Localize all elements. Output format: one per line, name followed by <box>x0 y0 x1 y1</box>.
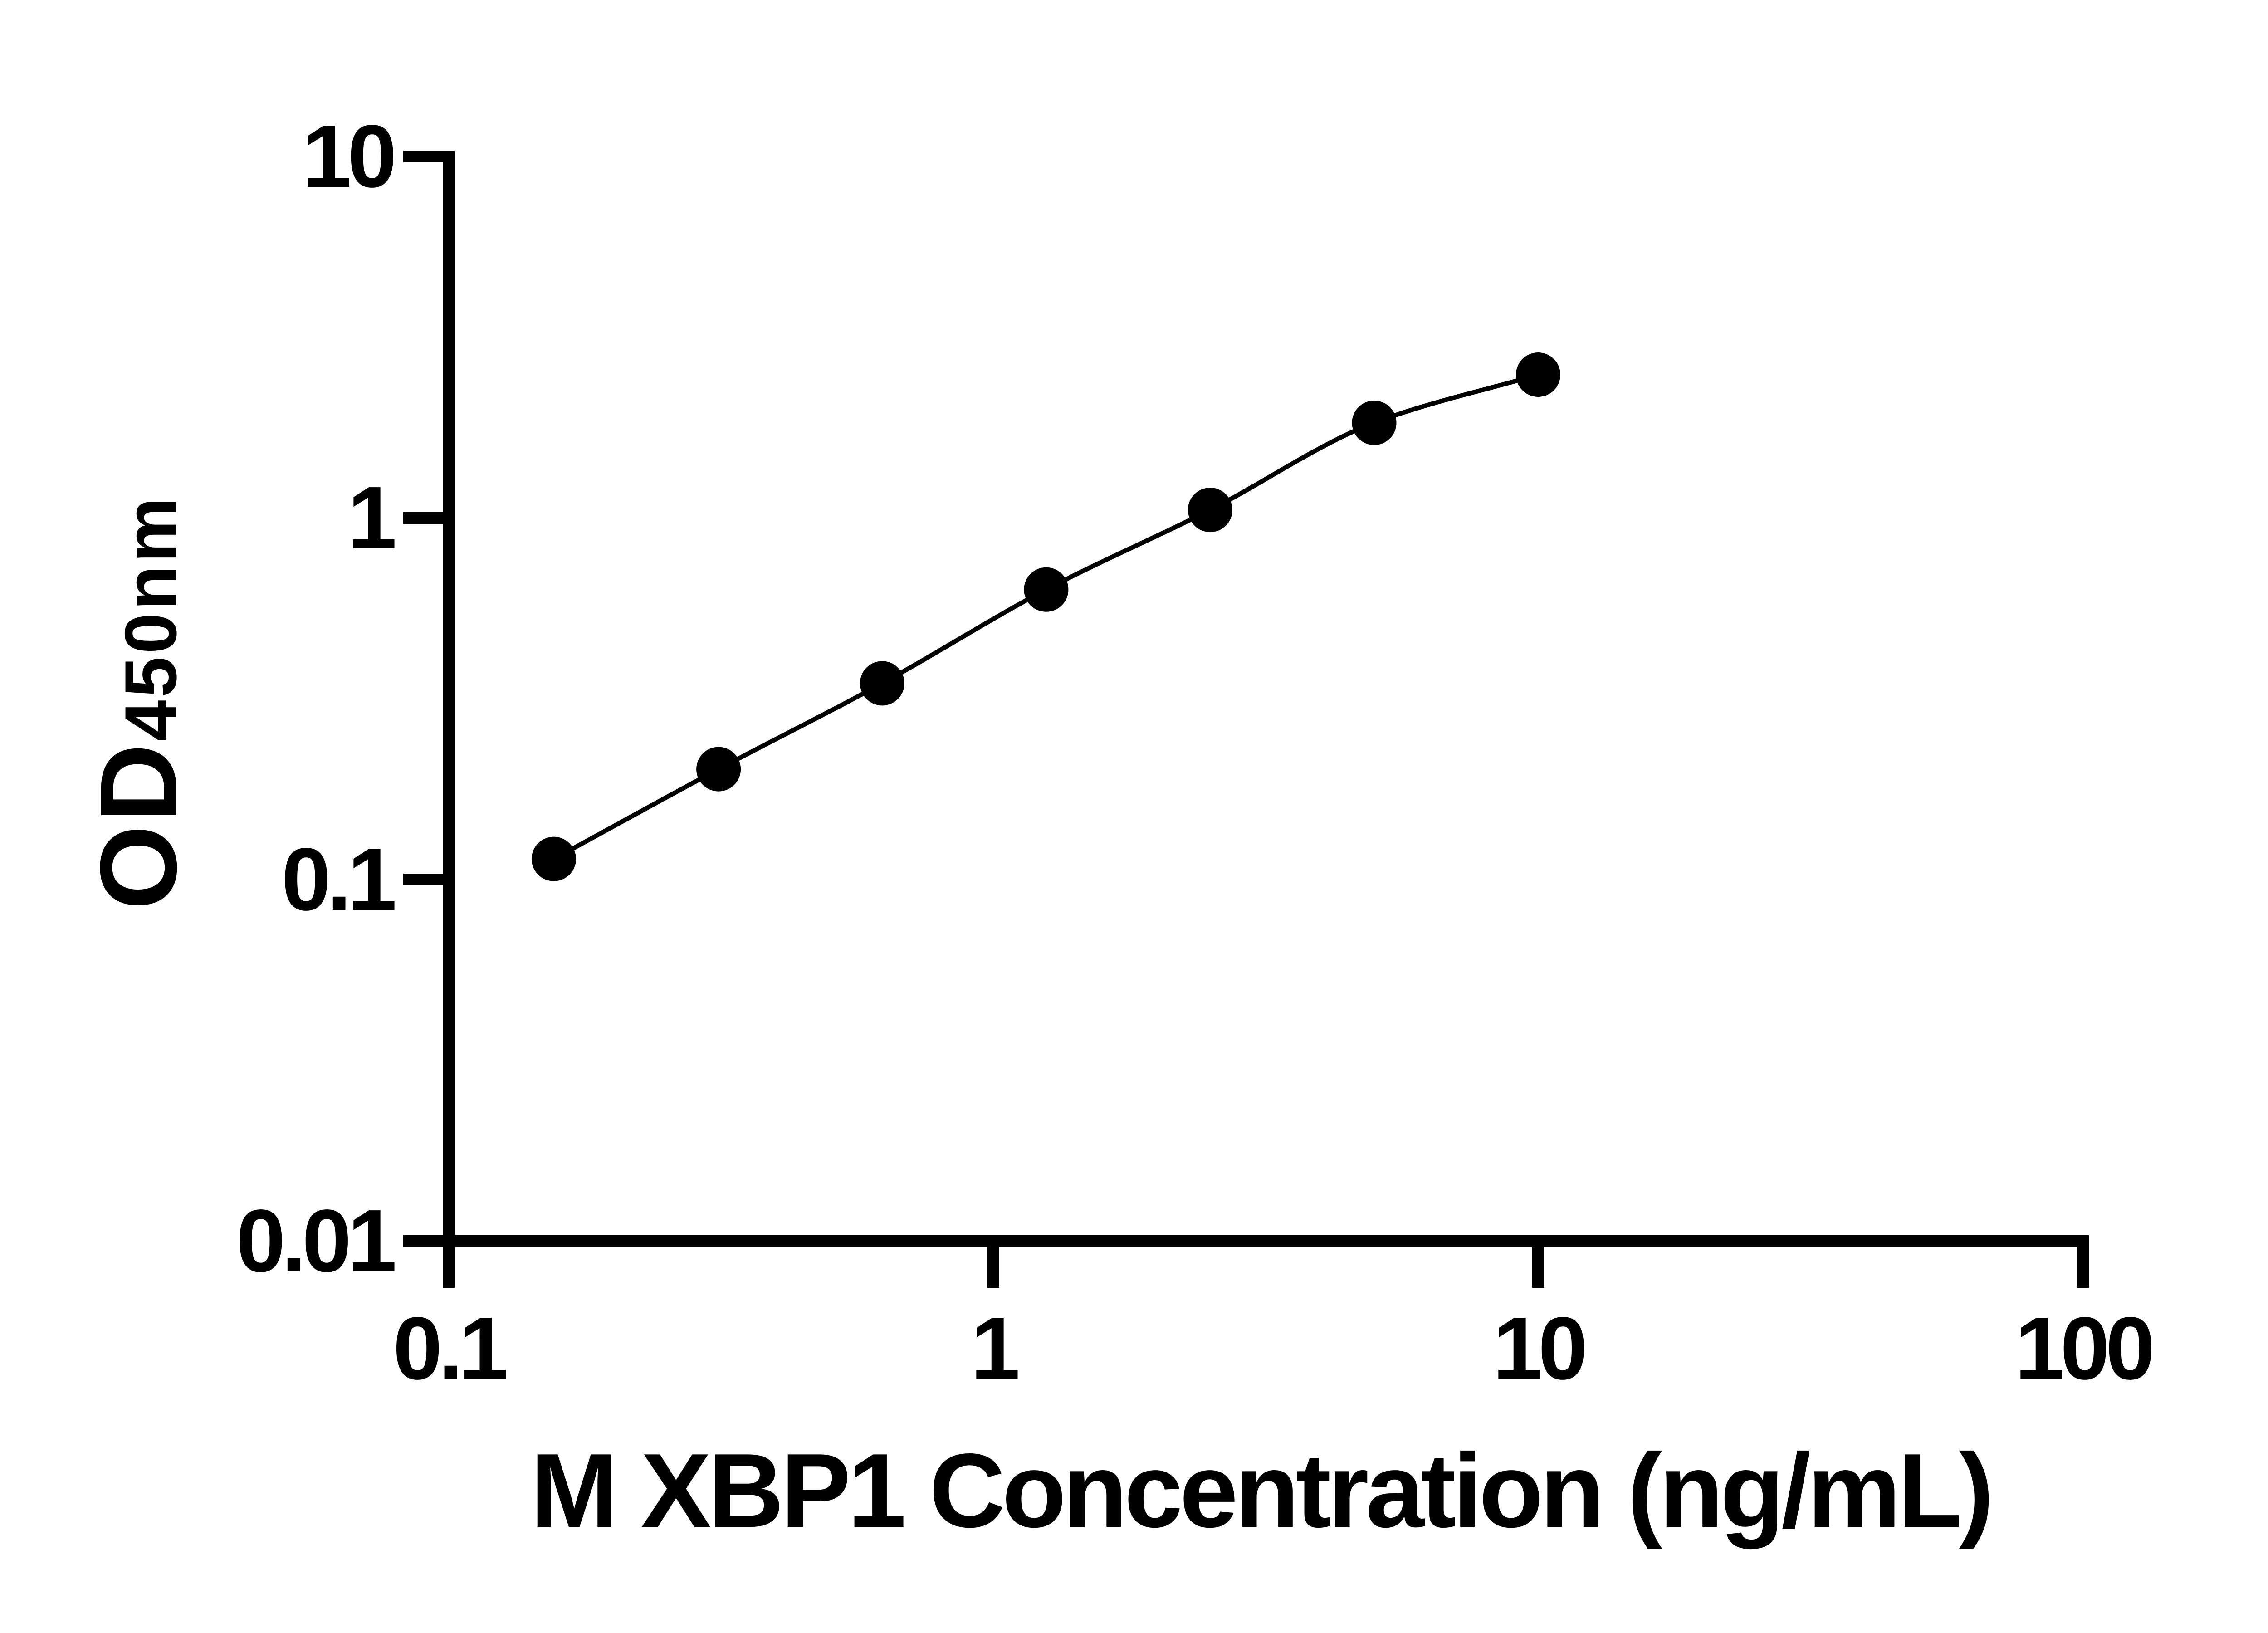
data-point-marker <box>860 661 904 706</box>
x-tick-label-10: 10 <box>1493 1299 1584 1398</box>
data-point-marker <box>1516 352 1560 397</box>
x-axis-title: M XBP1 Concentration (ng/mL) <box>530 1432 1991 1550</box>
x-tick-label-0.1: 0.1 <box>393 1299 506 1398</box>
data-point-marker <box>1352 401 1397 445</box>
data-point-marker <box>531 836 576 881</box>
y-axis-title: OD450nm <box>78 494 199 909</box>
y-axis: 10 1 0.1 0.01 OD450nm <box>78 107 455 1291</box>
y-tick-label-0.1: 0.1 <box>282 830 395 929</box>
x-axis: 0.1 1 10 100 M XBP1 Concentration (ng/mL… <box>393 1235 2156 1550</box>
y-tick-label-1: 1 <box>347 468 395 567</box>
x-tick-label-100: 100 <box>2015 1299 2151 1398</box>
data-point-marker <box>1024 567 1069 612</box>
data-series <box>531 352 1560 881</box>
x-axis-ticks <box>443 1247 2089 1288</box>
y-axis-ticks <box>403 151 443 1247</box>
y-tick-label-10: 10 <box>302 107 393 206</box>
x-tick-label-1: 1 <box>971 1299 1018 1398</box>
y-tick-label-0.01: 0.01 <box>236 1191 395 1291</box>
data-point-marker <box>1188 488 1232 533</box>
data-point-marker <box>696 747 741 792</box>
